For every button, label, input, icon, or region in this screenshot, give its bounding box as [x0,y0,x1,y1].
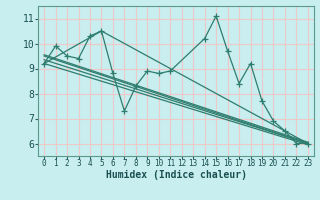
X-axis label: Humidex (Indice chaleur): Humidex (Indice chaleur) [106,170,246,180]
